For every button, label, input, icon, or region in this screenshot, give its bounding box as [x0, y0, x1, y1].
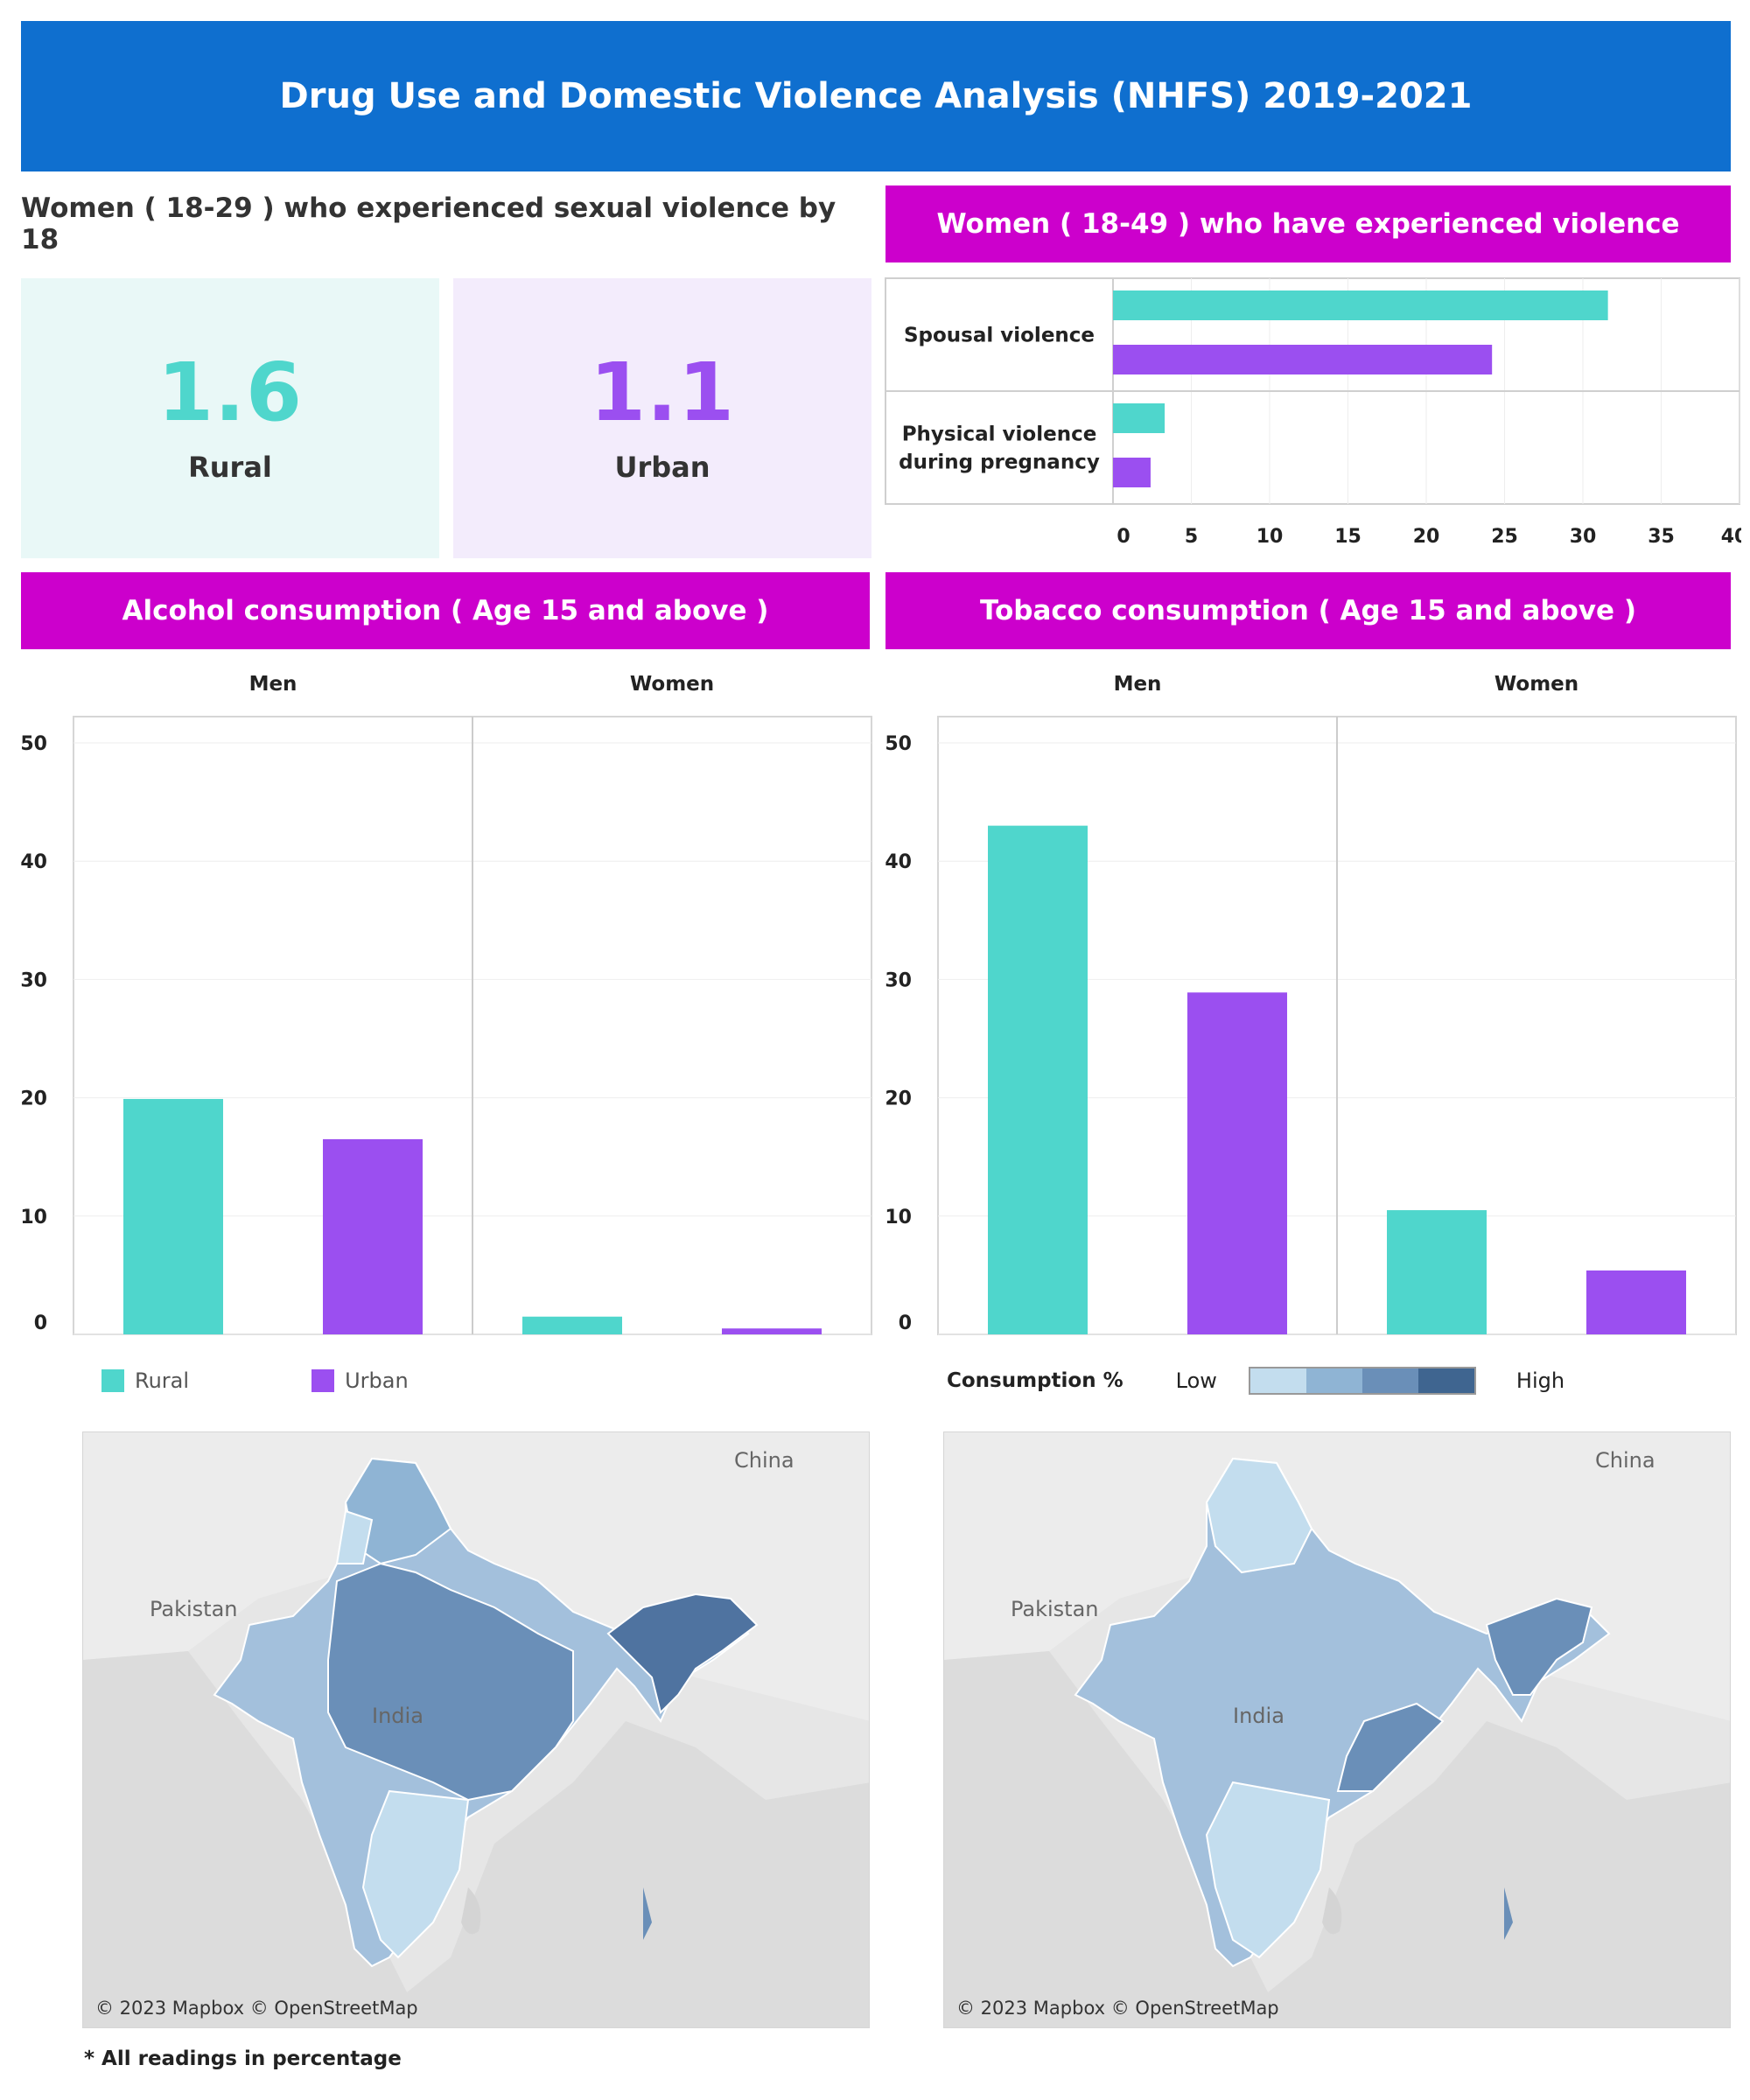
alcohol-y-tick-label: 40 [21, 851, 47, 873]
alcohol-bar-rural [522, 1316, 622, 1334]
rural-kpi-card: 1.6 Rural [21, 278, 439, 558]
map-label-china: China [734, 1448, 794, 1473]
map-label-pakistan: Pakistan [150, 1597, 238, 1621]
alcohol-y-tick-label: 20 [21, 1088, 47, 1110]
violence-x-tick-label: 35 [1648, 526, 1675, 548]
violence-bar-urban [1113, 345, 1493, 374]
north-region [1205, 1457, 1313, 1574]
north-small-region [335, 1509, 374, 1564]
urban-kpi-card: 1.1 Urban [453, 278, 872, 558]
islands [1504, 1887, 1513, 1940]
scale-step-4 [1418, 1368, 1474, 1393]
map-credit[interactable]: © 2023 Mapbox © OpenStreetMap [956, 1998, 1279, 2019]
consumption-legend-high: High [1516, 1368, 1565, 1393]
legend-urban-label: Urban [345, 1368, 409, 1393]
sri-lanka [1322, 1887, 1342, 1935]
central-region [327, 1562, 574, 1802]
consumption-legend-title: Consumption % [947, 1369, 1124, 1392]
sexual-violence-title: Women ( 18-29 ) who experienced sexual v… [21, 192, 836, 256]
south-region [361, 1789, 470, 1959]
legend-rural-swatch [102, 1369, 124, 1392]
map-label-china: China [1595, 1448, 1656, 1473]
violence-x-tick-label: 25 [1491, 526, 1518, 548]
alcohol-facet-label: Men [249, 673, 298, 696]
tobacco-y-tick-label: 50 [886, 733, 912, 755]
tobacco-bar-urban [1586, 1270, 1686, 1334]
alcohol-y-tick-label: 10 [21, 1207, 47, 1228]
scale-step-2 [1306, 1368, 1362, 1393]
violence-category-label: Spousal violence [904, 325, 1095, 347]
islands [643, 1887, 652, 1940]
alcohol-bar-urban [323, 1138, 423, 1334]
tobacco-bar-chart: 0 10 20 30 40 50 Men Women [886, 673, 1737, 1335]
consumption-legend: Consumption % Low High [947, 1367, 1564, 1395]
alcohol-y-tick-label: 0 [34, 1312, 47, 1334]
violence-x-tick-label: 0 [1116, 526, 1130, 548]
violence-x-tick-label: 15 [1334, 526, 1362, 548]
map-label-pakistan: Pakistan [1011, 1597, 1099, 1621]
tobacco-y-tick-label: 0 [899, 1312, 912, 1334]
south-region [1205, 1781, 1331, 1959]
violence-x-tick-label: 5 [1185, 526, 1198, 548]
legend-urban-swatch [312, 1369, 335, 1392]
legend-rural: Rural [102, 1368, 189, 1393]
series-legend: Rural Urban [102, 1368, 409, 1393]
legend-urban: Urban [312, 1368, 409, 1393]
tobacco-bar-urban [1187, 992, 1287, 1334]
scale-step-1 [1250, 1368, 1306, 1393]
violence-title: Women ( 18-49 ) who have experienced vio… [886, 186, 1731, 262]
alcohol-title: Alcohol consumption ( Age 15 and above ) [21, 572, 870, 649]
violence-x-tick-label: 10 [1256, 526, 1284, 548]
alcohol-bar-chart: 0 10 20 30 40 50 Men Women [21, 673, 872, 1335]
violence-bar-urban [1113, 458, 1151, 487]
tobacco-title: Tobacco consumption ( Age 15 and above ) [886, 572, 1731, 649]
legend-rural-label: Rural [135, 1368, 190, 1393]
tobacco-y-tick-label: 20 [886, 1088, 912, 1110]
sea [83, 1651, 869, 2027]
violence-x-tick-label: 40 [1721, 526, 1741, 548]
alcohol-facet-label: Women [630, 673, 714, 696]
violence-bar-chart: 0 5 10 15 20 25 30 35 40 Spousal violence Physical… [885, 277, 1741, 548]
violence-bar-rural [1113, 290, 1608, 320]
tobacco-y-tick-label: 30 [886, 970, 912, 991]
violence-category-label: Physical violence during pregnancy [899, 424, 1100, 474]
consumption-color-scale [1248, 1367, 1476, 1395]
sea [944, 1651, 1730, 2027]
tobacco-facet-label: Men [1114, 673, 1162, 696]
map-credit[interactable]: © 2023 Mapbox © OpenStreetMap [95, 1998, 418, 2019]
tobacco-facet-label: Women [1494, 673, 1578, 696]
violence-bar-rural [1113, 403, 1166, 433]
tobacco-bar-rural [1387, 1210, 1487, 1334]
tobacco-y-tick-label: 10 [886, 1207, 912, 1228]
alcohol-bar-rural [123, 1098, 223, 1334]
northeast-region [606, 1592, 759, 1714]
tobacco-map-graphic [944, 1432, 1730, 2027]
urban-kpi-label: Urban [614, 451, 710, 484]
tobacco-map[interactable]: India Pakistan China © 2023 Mapbox © Ope… [943, 1432, 1731, 2028]
alcohol-map-graphic [83, 1432, 869, 2027]
alcohol-y-tick-label: 50 [21, 733, 47, 755]
alcohol-y-tick-label: 30 [21, 970, 47, 991]
scale-step-3 [1362, 1368, 1418, 1393]
footnote: * All readings in percentage [84, 2048, 402, 2070]
alcohol-bar-urban [722, 1328, 822, 1334]
violence-x-tick-label: 20 [1413, 526, 1440, 548]
rural-kpi-value: 1.6 [158, 346, 303, 439]
sri-lanka [461, 1887, 481, 1935]
urban-kpi-value: 1.1 [590, 346, 735, 439]
map-label-india: India [1233, 1704, 1284, 1728]
map-label-india: India [372, 1704, 424, 1728]
tobacco-bar-rural [988, 825, 1088, 1334]
dashboard-title: Drug Use and Domestic Violence Analysis … [21, 21, 1731, 172]
northeast-region [1485, 1597, 1593, 1696]
alcohol-map[interactable]: India Pakistan China © 2023 Mapbox © Ope… [82, 1432, 870, 2028]
odisha-region [1336, 1702, 1445, 1792]
tobacco-y-tick-label: 40 [886, 851, 912, 873]
rural-kpi-label: Rural [188, 451, 272, 484]
consumption-legend-low: Low [1175, 1368, 1217, 1393]
violence-x-tick-label: 30 [1570, 526, 1597, 548]
